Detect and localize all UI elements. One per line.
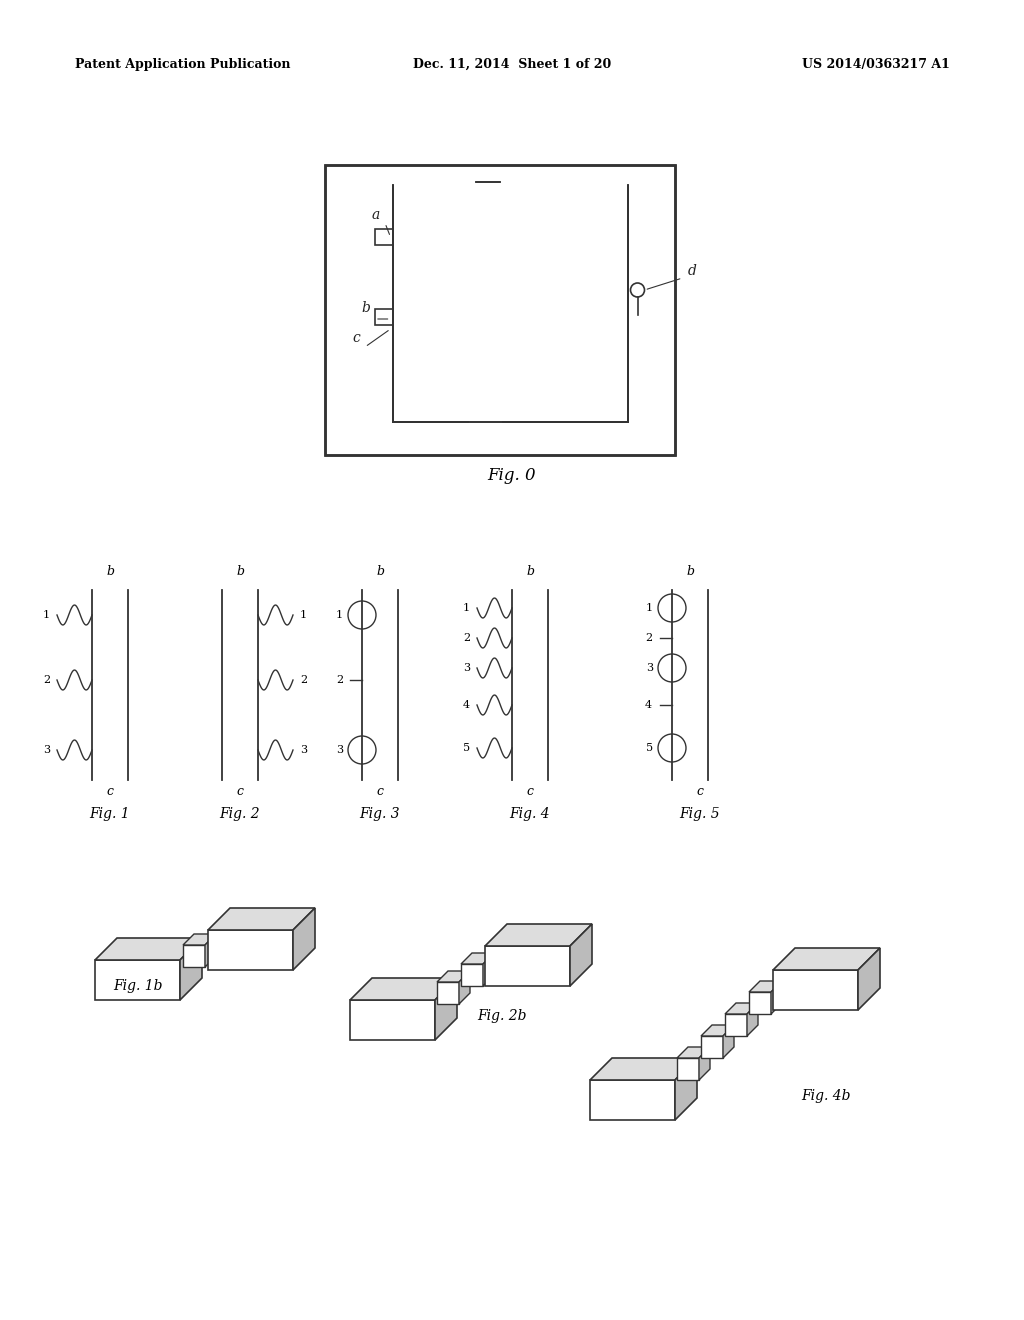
Text: d: d: [687, 264, 696, 279]
Text: 3: 3: [336, 744, 343, 755]
Text: 2: 2: [463, 634, 470, 643]
Polygon shape: [773, 970, 858, 1010]
Polygon shape: [699, 1047, 710, 1080]
Bar: [392, 182, 628, 422]
Text: 3: 3: [300, 744, 307, 755]
Polygon shape: [485, 946, 570, 986]
Text: 4: 4: [463, 700, 470, 710]
Text: 1: 1: [300, 610, 307, 620]
Text: 3: 3: [463, 663, 470, 673]
Polygon shape: [749, 981, 782, 993]
Text: Fig. 1: Fig. 1: [90, 807, 130, 821]
Text: Fig. 4b: Fig. 4b: [801, 1089, 850, 1104]
Polygon shape: [461, 964, 483, 986]
Polygon shape: [749, 993, 771, 1014]
Polygon shape: [461, 953, 494, 964]
Bar: [325, 165, 675, 455]
Text: 1: 1: [43, 610, 50, 620]
Text: c: c: [106, 785, 114, 799]
Polygon shape: [675, 1059, 697, 1119]
Polygon shape: [437, 982, 459, 1005]
Polygon shape: [350, 978, 457, 1001]
Text: Fig. 5: Fig. 5: [680, 807, 720, 821]
Bar: [325, 165, 675, 455]
Polygon shape: [208, 908, 315, 931]
Polygon shape: [701, 1036, 723, 1059]
Polygon shape: [701, 1026, 734, 1036]
Text: US 2014/0363217 A1: US 2014/0363217 A1: [802, 58, 950, 71]
Text: 2: 2: [336, 675, 343, 685]
Bar: [325, 165, 675, 455]
Polygon shape: [350, 1001, 435, 1040]
Text: b: b: [361, 301, 370, 315]
Text: 2: 2: [43, 675, 50, 685]
Text: Fig. 0: Fig. 0: [487, 467, 537, 484]
Polygon shape: [205, 935, 216, 968]
Text: 1: 1: [463, 603, 470, 612]
Text: c: c: [526, 785, 534, 799]
Text: Fig. 1b: Fig. 1b: [113, 979, 162, 993]
Polygon shape: [773, 948, 880, 970]
Polygon shape: [483, 953, 494, 986]
Polygon shape: [459, 972, 470, 1005]
Polygon shape: [723, 1026, 734, 1059]
Text: 1: 1: [336, 610, 343, 620]
Text: Fig. 2: Fig. 2: [220, 807, 260, 821]
Polygon shape: [746, 1003, 758, 1036]
Text: 5: 5: [463, 743, 470, 752]
Polygon shape: [677, 1047, 710, 1059]
Text: Fig. 2b: Fig. 2b: [477, 1008, 526, 1023]
Polygon shape: [435, 978, 457, 1040]
Bar: [375, 309, 392, 325]
Text: 4: 4: [645, 700, 652, 710]
Polygon shape: [771, 981, 782, 1014]
Text: c: c: [352, 331, 360, 345]
Polygon shape: [725, 1003, 758, 1014]
Text: b: b: [106, 565, 114, 578]
Polygon shape: [485, 924, 592, 946]
Polygon shape: [570, 924, 592, 986]
Polygon shape: [858, 948, 880, 1010]
Polygon shape: [183, 935, 216, 945]
Text: 5: 5: [646, 743, 653, 752]
Bar: [375, 228, 392, 246]
Text: b: b: [526, 565, 534, 578]
Text: 1: 1: [646, 603, 653, 612]
Text: b: b: [236, 565, 244, 578]
Polygon shape: [293, 908, 315, 970]
Polygon shape: [590, 1080, 675, 1119]
Text: a: a: [372, 209, 380, 222]
Text: Dec. 11, 2014  Sheet 1 of 20: Dec. 11, 2014 Sheet 1 of 20: [413, 58, 611, 71]
Text: Fig. 3: Fig. 3: [359, 807, 400, 821]
Polygon shape: [677, 1059, 699, 1080]
Text: c: c: [696, 785, 703, 799]
Polygon shape: [208, 931, 293, 970]
Text: 2: 2: [645, 634, 652, 643]
Polygon shape: [95, 939, 202, 960]
Text: c: c: [237, 785, 244, 799]
Text: 3: 3: [43, 744, 50, 755]
Text: Fig. 4: Fig. 4: [510, 807, 550, 821]
Polygon shape: [437, 972, 470, 982]
Text: Patent Application Publication: Patent Application Publication: [75, 58, 291, 71]
Text: 2: 2: [300, 675, 307, 685]
Text: b: b: [376, 565, 384, 578]
Polygon shape: [725, 1014, 746, 1036]
Text: b: b: [686, 565, 694, 578]
Polygon shape: [183, 945, 205, 968]
Text: c: c: [377, 785, 384, 799]
Text: 3: 3: [646, 663, 653, 673]
Polygon shape: [590, 1059, 697, 1080]
Polygon shape: [180, 939, 202, 1001]
Polygon shape: [95, 960, 180, 1001]
